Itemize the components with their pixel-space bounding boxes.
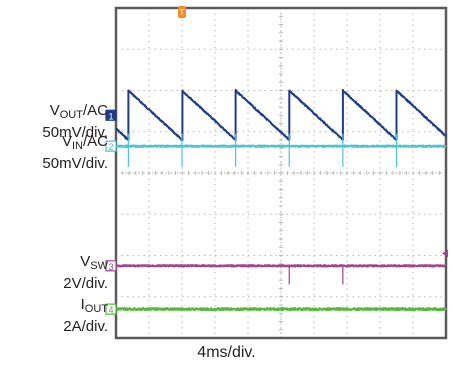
ch1-scale: 50mV/div.	[42, 124, 108, 142]
ch4-scale: 2A/div.	[63, 318, 108, 336]
channel-markers: 1 2 3 4	[105, 109, 117, 315]
trigger-marker-body	[178, 6, 186, 18]
ch2-marker: 2	[105, 140, 117, 152]
ch1-label: VOUT/AC 50mV/div.	[42, 102, 108, 141]
ch1-marker-label: 1	[108, 111, 113, 121]
ch2-label: VIN/AC 50mV/div.	[42, 133, 108, 172]
ch3-scale: 2V/div.	[63, 274, 108, 292]
ch4-name-sub: OUT	[84, 303, 108, 316]
ch2-scale: 50mV/div.	[42, 155, 108, 173]
ch3-marker: 3	[105, 260, 117, 272]
ch4-marker-box	[105, 303, 117, 315]
ch3-marker-box	[105, 260, 117, 272]
ch4-marker-label: 4	[108, 305, 113, 315]
trigger-marker-label: T	[180, 8, 185, 17]
ch2-name-suffix: /AC	[82, 133, 108, 151]
ch3-trace	[115, 264, 447, 268]
ch3-label: VSW 2V/div.	[63, 253, 108, 292]
ch2-marker-box	[105, 140, 117, 152]
scope-screen-border	[114, 6, 448, 340]
trigger-level-marker	[442, 249, 448, 258]
ch4-marker: 4	[105, 303, 117, 315]
ch1-name-sub: OUT	[59, 109, 83, 122]
ch2-trace	[115, 144, 447, 148]
ch3-marker-label: 3	[108, 262, 113, 272]
ch4-name-main: I	[80, 296, 85, 314]
ch4-label: IOUT 2A/div.	[63, 296, 108, 335]
ch1-trace	[115, 88, 447, 142]
ch1-marker: 1	[105, 109, 117, 121]
waveform-traces	[115, 88, 447, 312]
ch3-name-sub: SW	[90, 259, 108, 272]
ch2-name-main: V	[61, 133, 72, 151]
timebase-label: 4ms/div.	[197, 344, 256, 361]
ch2-marker-label: 2	[108, 142, 113, 152]
ch4-trace	[115, 307, 447, 312]
ch1-marker-box	[105, 109, 117, 121]
ch3-name-main: V	[80, 252, 91, 270]
ch2-name-sub: IN	[71, 140, 83, 153]
scope-grid	[115, 7, 447, 339]
ch1-name-suffix: /AC	[82, 102, 108, 120]
ch1-name-main: V	[49, 102, 60, 120]
trigger-marker: T	[178, 6, 186, 18]
